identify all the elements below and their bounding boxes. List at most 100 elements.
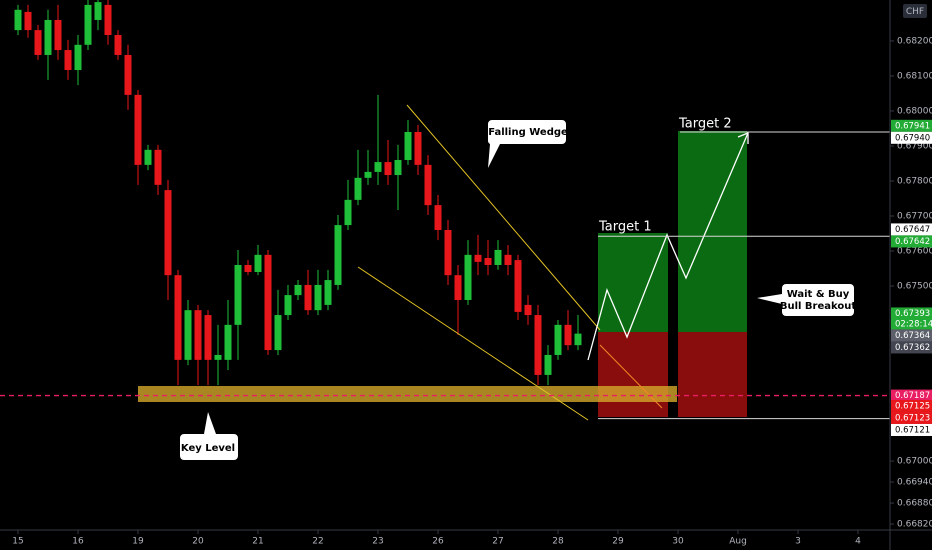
target-2-label: Target 2 bbox=[678, 117, 732, 132]
price-label-bg bbox=[891, 307, 932, 330]
price-label: 0.67187 bbox=[895, 391, 930, 401]
candle-body bbox=[404, 131, 412, 160]
target-1-zone bbox=[598, 233, 668, 332]
candle-body bbox=[24, 11, 32, 31]
price-label-bg bbox=[891, 223, 932, 236]
candle-body bbox=[124, 54, 132, 95]
candle-body bbox=[184, 310, 192, 360]
candle-body bbox=[64, 50, 72, 71]
x-tick-label: 26 bbox=[432, 537, 444, 547]
callout-text: Wait & Buy bbox=[787, 289, 850, 300]
price-label: 0.67647 bbox=[895, 225, 930, 235]
price-label: 0.67125 bbox=[895, 401, 930, 411]
candle-body bbox=[264, 254, 272, 351]
candle-body bbox=[294, 284, 302, 296]
x-tick-label: 16 bbox=[72, 537, 84, 547]
candle-body bbox=[544, 354, 552, 375]
candle-body bbox=[444, 229, 452, 276]
wedge-upper bbox=[406, 104, 601, 331]
x-tick-label: 21 bbox=[252, 537, 263, 547]
candle-body bbox=[344, 199, 352, 226]
candle-body bbox=[274, 315, 282, 351]
candle-body bbox=[504, 254, 512, 265]
y-tick-label: 0.67700 bbox=[897, 211, 932, 221]
price-label-bg bbox=[891, 119, 932, 132]
candle-body bbox=[534, 315, 542, 375]
x-tick-label: 28 bbox=[552, 537, 564, 547]
axes: 0.68200 0.68100 0.68000 0.67900 0.67800 0.677… bbox=[12, 36, 932, 547]
projection-arrow bbox=[737, 132, 749, 144]
candle-body bbox=[314, 284, 322, 311]
countdown-label: 02:28:14 bbox=[895, 319, 932, 329]
price-label-bg bbox=[891, 389, 932, 402]
candle-body bbox=[384, 162, 392, 176]
candle-body bbox=[454, 275, 462, 301]
candle-body bbox=[14, 9, 22, 31]
candle-body bbox=[94, 2, 102, 20]
currency-label: CHF bbox=[906, 7, 924, 17]
candle-body bbox=[144, 149, 152, 165]
callout-text: Falling Wedge bbox=[488, 127, 568, 138]
wedge-lower bbox=[357, 266, 589, 421]
candle-body bbox=[484, 257, 492, 265]
price-label-bg bbox=[891, 341, 932, 354]
candle-body bbox=[174, 275, 182, 360]
candle-body bbox=[334, 225, 342, 285]
callout-text: Key Level bbox=[181, 443, 235, 454]
y-tick-label: 0.68000 bbox=[897, 106, 932, 116]
candle-body bbox=[214, 354, 222, 360]
price-label-bg bbox=[891, 423, 932, 436]
candle-body bbox=[74, 44, 82, 71]
candle-body bbox=[194, 310, 202, 360]
callout-box bbox=[180, 412, 238, 460]
candle-body bbox=[414, 131, 422, 165]
candle-body bbox=[234, 265, 242, 325]
y-tick-label: 0.66880 bbox=[897, 499, 932, 509]
plot bbox=[14, 0, 582, 386]
candle-body bbox=[44, 19, 52, 55]
stop-zone-2 bbox=[678, 332, 747, 417]
price-label: 0.67940 bbox=[895, 133, 930, 143]
x-tick-label: 15 bbox=[12, 537, 23, 547]
key-level-zone bbox=[138, 386, 677, 402]
candle-body bbox=[224, 324, 232, 360]
price-label-bg bbox=[891, 411, 932, 424]
y-tick-label: 0.67600 bbox=[897, 246, 932, 256]
projection-path bbox=[587, 132, 749, 361]
price-label: 0.67121 bbox=[895, 425, 930, 435]
y-tick-label: 0.66820 bbox=[897, 520, 932, 530]
price-label: 0.67941 bbox=[895, 121, 930, 131]
candle-body bbox=[524, 304, 532, 316]
candle-body bbox=[354, 177, 362, 200]
price-label: 0.67123 bbox=[895, 413, 930, 423]
target-1-label: Target 1 bbox=[598, 220, 652, 235]
candle-body bbox=[304, 284, 312, 311]
candle-body bbox=[154, 149, 162, 185]
price-label: 0.67642 bbox=[895, 237, 930, 247]
x-tick-label: 19 bbox=[132, 537, 144, 547]
x-tick-label: 23 bbox=[372, 537, 383, 547]
candle-body bbox=[574, 333, 582, 346]
candle-body bbox=[254, 254, 262, 273]
y-tick-label: 0.67000 bbox=[897, 457, 932, 467]
stop-zone-1 bbox=[598, 332, 668, 417]
x-tick-label: 20 bbox=[192, 537, 204, 547]
overlay bbox=[0, 131, 890, 420]
candle-body bbox=[434, 205, 442, 230]
price-label: 0.67362 bbox=[895, 343, 930, 353]
y-tick-label: 0.67900 bbox=[897, 141, 932, 151]
candle-body bbox=[284, 295, 292, 316]
candle-body bbox=[114, 35, 122, 55]
price-label-bg bbox=[891, 399, 932, 412]
currency-badge bbox=[903, 4, 927, 18]
x-tick-label: Aug bbox=[729, 537, 747, 547]
callout-text: Bull Breakout bbox=[780, 301, 857, 312]
candle-body bbox=[104, 4, 112, 36]
x-tick-label: 22 bbox=[312, 537, 323, 547]
target-2-zone bbox=[678, 131, 747, 332]
wedge-extension bbox=[599, 344, 663, 409]
price-label: 0.67364 bbox=[895, 331, 930, 341]
price-label-bg bbox=[891, 235, 932, 248]
price-label-bg bbox=[891, 329, 932, 342]
candle-body bbox=[54, 19, 62, 51]
